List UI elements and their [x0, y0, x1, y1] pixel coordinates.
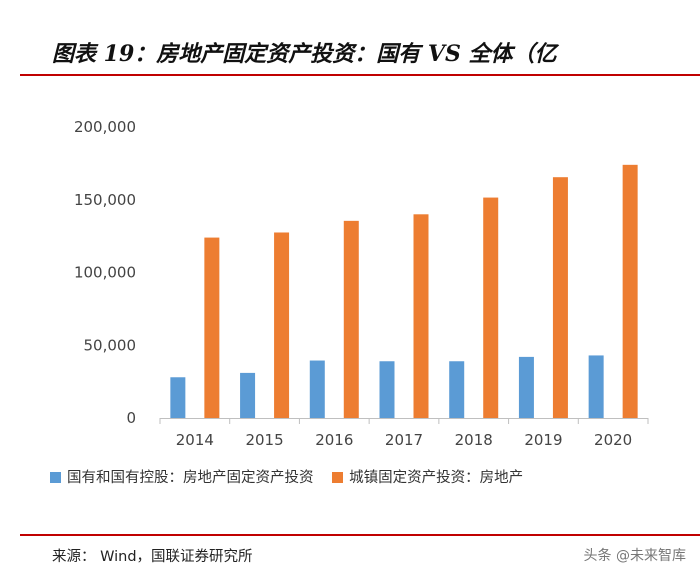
- bar-total: [274, 232, 290, 418]
- bar-total: [413, 214, 429, 418]
- bar-total: [552, 177, 568, 418]
- legend-item-total: 城镇固定资产投资：房地产: [332, 466, 523, 487]
- y-tick-label: 0: [126, 409, 136, 427]
- x-tick-label: 2017: [385, 431, 423, 449]
- bar-total: [622, 164, 638, 418]
- bar-state-owned: [240, 372, 256, 418]
- title-divider: [20, 74, 700, 76]
- x-tick-label: 2016: [315, 431, 353, 449]
- y-tick-label: 150,000: [74, 191, 136, 209]
- x-tick-label: 2014: [176, 431, 214, 449]
- x-tick-label: 2018: [455, 431, 493, 449]
- source-note: 来源： Wind，国联证券研究所: [52, 549, 253, 565]
- bar-state-owned: [309, 360, 325, 418]
- bar-series: [170, 164, 638, 418]
- bar-total: [483, 197, 499, 418]
- bar-state-owned: [449, 361, 465, 418]
- legend-swatch-orange: [332, 472, 344, 483]
- bar-state-owned: [518, 356, 534, 418]
- chart-legend: 国有和国有控股：房地产固定资产投资 城镇固定资产投资：房地产: [50, 466, 537, 490]
- x-tick-label: 2020: [594, 431, 632, 449]
- bar-total: [204, 237, 220, 418]
- bar-state-owned: [170, 377, 186, 418]
- watermark: 头条 @未来智库: [583, 548, 686, 564]
- footer-divider: [20, 534, 700, 536]
- legend-label-state-owned: 国有和国有控股：房地产固定资产投资: [67, 470, 314, 486]
- y-tick-label: 50,000: [84, 336, 137, 354]
- bar-total: [343, 220, 359, 418]
- legend-item-state-owned: 国有和国有控股：房地产固定资产投资: [50, 466, 314, 487]
- bar-state-owned: [379, 361, 395, 418]
- x-axis: 2014 2015 2016 2017 2018 2019 2020: [159, 418, 649, 449]
- bar-state-owned: [588, 355, 604, 418]
- x-tick-label: 2015: [245, 431, 283, 449]
- legend-label-total: 城镇固定资产投资：房地产: [349, 470, 524, 486]
- legend-swatch-blue: [50, 472, 61, 483]
- y-axis: 0 50,000 100,000 150,000 200,000: [74, 118, 136, 427]
- chart-title: 图表 19：房地产固定资产投资：国有 VS 全体（亿: [52, 41, 557, 67]
- y-tick-label: 200,000: [74, 118, 136, 136]
- y-tick-label: 100,000: [74, 264, 136, 282]
- x-tick-label: 2019: [524, 431, 562, 449]
